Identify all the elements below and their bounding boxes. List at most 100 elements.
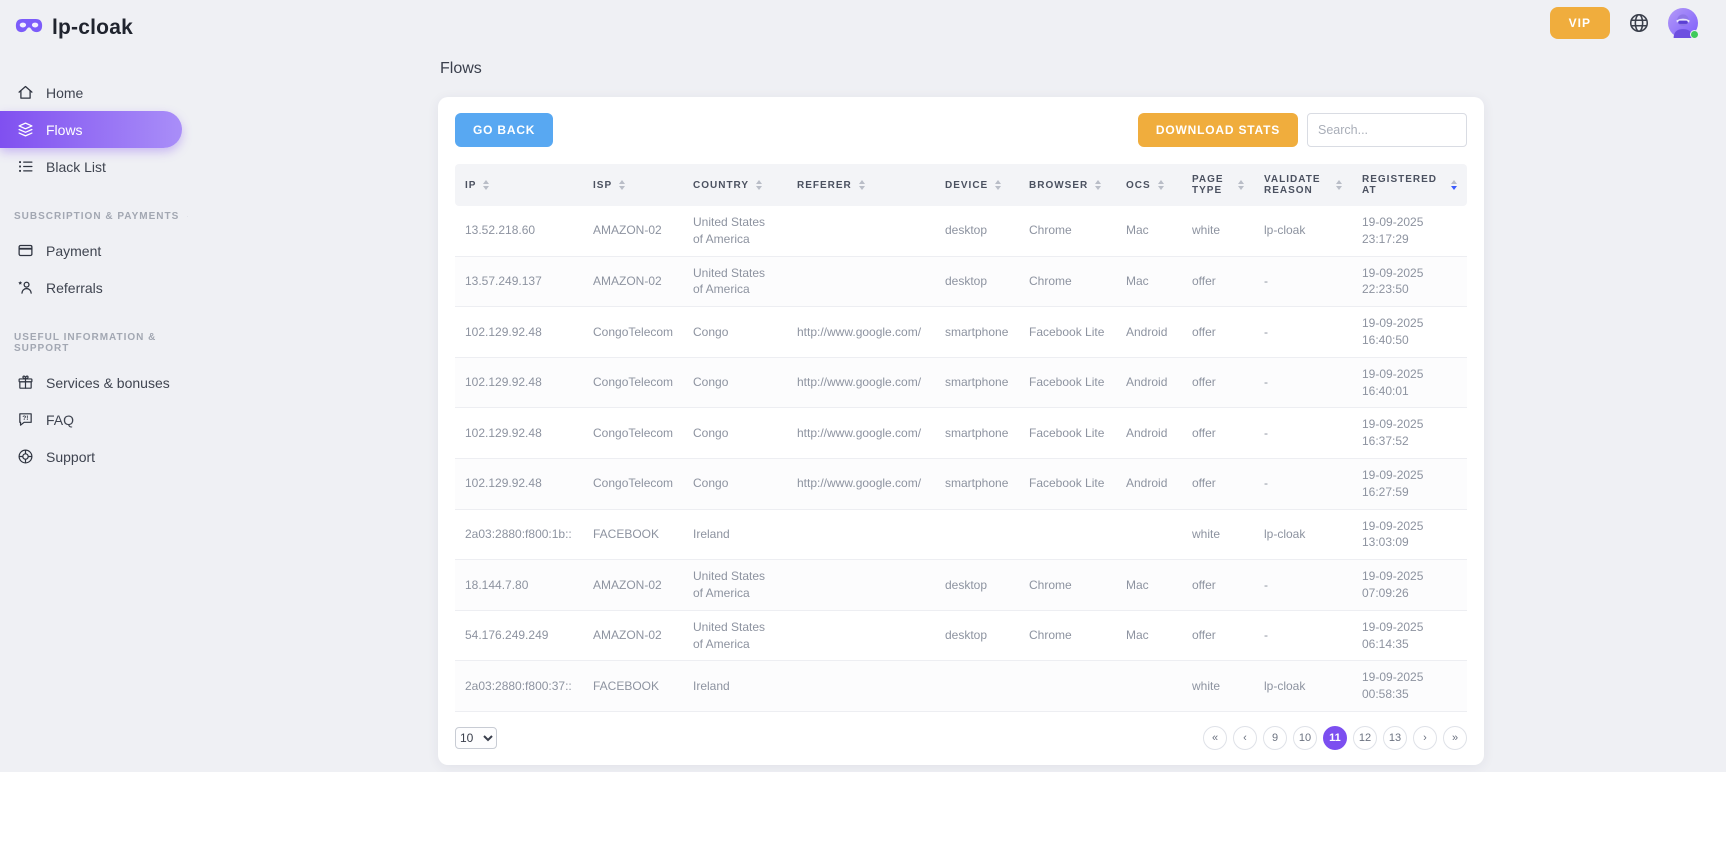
cell-browser: Facebook Lite [1019, 407, 1116, 459]
download-stats-button[interactable]: DOWNLOAD STATS [1137, 113, 1298, 147]
brand-logo[interactable]: lp-cloak [0, 0, 200, 40]
sort-icon-active-desc [1451, 180, 1457, 190]
column-header-ip[interactable]: IP [455, 164, 583, 206]
pagination-page-13[interactable]: 13 [1383, 725, 1407, 750]
cell-validate-reason: lp-cloak [1254, 206, 1352, 257]
cell-device [935, 660, 1019, 712]
sidebar: lp-cloak Home Flows Black List [0, 0, 200, 772]
vip-button[interactable]: VIP [1549, 7, 1610, 39]
cell-device: desktop [935, 206, 1019, 257]
cell-ocs: Mac [1116, 559, 1182, 611]
cell-ocs: Android [1116, 458, 1182, 510]
pagination-last[interactable]: » [1443, 725, 1467, 750]
column-header-validate-reason[interactable]: VALIDATE REASON [1254, 164, 1352, 206]
language-globe-button[interactable] [1628, 12, 1650, 34]
go-back-button[interactable]: GO BACK [455, 113, 554, 147]
cell-country: United States of America [683, 610, 787, 662]
sidebar-item-label: Referrals [46, 279, 103, 296]
cell-registered-at: 19-09-2025 07:09:26 [1352, 559, 1467, 611]
cell-browser: Chrome [1019, 256, 1116, 308]
user-avatar[interactable] [1668, 8, 1699, 39]
cell-isp: CongoTelecom [583, 357, 683, 409]
column-header-registered-at[interactable]: REGISTERED AT [1352, 164, 1467, 206]
sidebar-item-label: Home [46, 84, 84, 101]
cell-validate-reason: lp-cloak [1254, 509, 1352, 561]
pagination-first[interactable]: « [1203, 725, 1227, 750]
cell-browser: Facebook Lite [1019, 306, 1116, 358]
pagination-page-10[interactable]: 10 [1293, 725, 1317, 750]
sort-icon [1336, 180, 1342, 190]
cell-ip: 102.129.92.48 [455, 458, 583, 510]
column-header-device[interactable]: DEVICE [935, 164, 1019, 206]
column-header-page-type[interactable]: PAGE TYPE [1182, 164, 1254, 206]
pagination-prev[interactable]: ‹ [1233, 725, 1257, 750]
cell-ip: 18.144.7.80 [455, 559, 583, 611]
sidebar-item-payment[interactable]: Payment [0, 232, 200, 269]
cell-ocs: Mac [1116, 206, 1182, 257]
table-header-row: IP ISP COUNTRY REFERER DEVICE BROWSER OC… [455, 164, 1467, 206]
cell-referer [787, 256, 935, 308]
flows-table: IP ISP COUNTRY REFERER DEVICE BROWSER OC… [455, 164, 1467, 712]
table-row: 102.129.92.48 CongoTelecom Congo http://www… [455, 357, 1467, 409]
column-header-isp[interactable]: ISP [583, 164, 683, 206]
sidebar-item-flows[interactable]: Flows [0, 111, 182, 148]
column-header-ocs[interactable]: OCS [1116, 164, 1182, 206]
cell-device: desktop [935, 610, 1019, 662]
cell-isp: AMAZON-02 [583, 610, 683, 662]
cell-page-type: white [1182, 206, 1254, 257]
table-row: 2a03:2880:f800:37:: FACEBOOK Ireland white l… [455, 660, 1467, 712]
cell-device: smartphone [935, 458, 1019, 510]
table-row: 102.129.92.48 CongoTelecom Congo http://www… [455, 458, 1467, 510]
table-row: 2a03:2880:f800:1b:: FACEBOOK Ireland white l… [455, 509, 1467, 561]
sidebar-item-black-list[interactable]: Black List [0, 148, 200, 185]
cell-isp: AMAZON-02 [583, 559, 683, 611]
sort-icon [1238, 180, 1244, 190]
page-size-select[interactable]: 10 [455, 726, 497, 749]
cell-validate-reason: - [1254, 407, 1352, 459]
app-page: lp-cloak Home Flows Black List [0, 0, 1726, 772]
cell-isp: CongoTelecom [583, 407, 683, 459]
sidebar-nav-payments: Payment Referrals [0, 232, 200, 306]
section-subscription-payments: SUBSCRIPTION & PAYMENTS [14, 211, 188, 222]
cell-page-type: white [1182, 660, 1254, 712]
cell-registered-at: 19-09-2025 23:17:29 [1352, 206, 1467, 257]
pagination-next[interactable]: › [1413, 725, 1437, 750]
cell-country: Congo [683, 357, 787, 409]
cell-country: Ireland [683, 660, 787, 712]
pagination-page-12[interactable]: 12 [1353, 725, 1377, 750]
cell-device: desktop [935, 559, 1019, 611]
cell-referer [787, 509, 935, 561]
sidebar-item-home[interactable]: Home [0, 74, 200, 111]
cell-ocs: Android [1116, 357, 1182, 409]
column-header-referer[interactable]: REFERER [787, 164, 935, 206]
cell-browser: Chrome [1019, 610, 1116, 662]
pagination-page-9[interactable]: 9 [1263, 725, 1287, 750]
sidebar-nav-support: Services & bonuses ?! FAQ Support [0, 364, 200, 475]
cell-ocs: Mac [1116, 256, 1182, 308]
pagination-page-11[interactable]: 11 [1323, 725, 1347, 750]
cell-registered-at: 19-09-2025 16:40:50 [1352, 306, 1467, 358]
sidebar-item-label: Flows [46, 121, 83, 138]
table-row: 54.176.249.249 AMAZON-02 United States of … [455, 610, 1467, 662]
sidebar-item-support[interactable]: Support [0, 438, 200, 475]
cell-ocs [1116, 509, 1182, 561]
cell-browser [1019, 509, 1116, 561]
cell-device: smartphone [935, 407, 1019, 459]
cell-page-type: offer [1182, 407, 1254, 459]
sidebar-item-referrals[interactable]: Referrals [0, 269, 200, 306]
column-header-browser[interactable]: BROWSER [1019, 164, 1116, 206]
cell-isp: FACEBOOK [583, 660, 683, 712]
black-list-icon [16, 158, 34, 176]
search-input[interactable] [1307, 113, 1467, 147]
cell-ocs [1116, 660, 1182, 712]
sidebar-item-services-bonuses[interactable]: Services & bonuses [0, 364, 200, 401]
cell-country: Congo [683, 458, 787, 510]
column-header-country[interactable]: COUNTRY [683, 164, 787, 206]
cell-browser: Chrome [1019, 206, 1116, 257]
table-row: 13.57.249.137 AMAZON-02 United States of A… [455, 256, 1467, 308]
sidebar-item-faq[interactable]: ?! FAQ [0, 401, 200, 438]
cell-device [935, 509, 1019, 561]
sort-icon [1095, 180, 1102, 190]
cell-country: Congo [683, 407, 787, 459]
cell-validate-reason: - [1254, 559, 1352, 611]
